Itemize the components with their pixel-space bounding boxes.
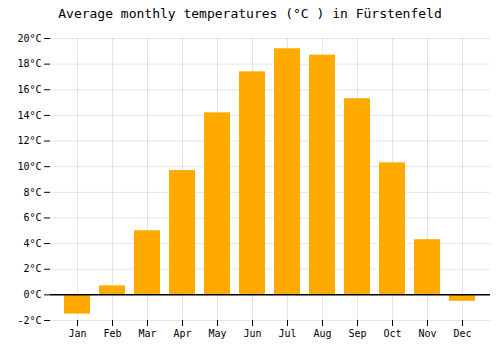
svg-text:10°C: 10°C xyxy=(17,161,41,172)
svg-text:Aug: Aug xyxy=(313,328,331,339)
svg-text:18°C: 18°C xyxy=(17,58,41,69)
svg-text:14°C: 14°C xyxy=(17,110,41,121)
svg-text:Nov: Nov xyxy=(418,328,436,339)
html-text:Average monthly temperatures (: Average monthly temperatures (°C ) in Fü… xyxy=(58,6,442,21)
svg-text:-2°C: -2°C xyxy=(17,315,41,326)
svg-text:Jun: Jun xyxy=(243,328,261,339)
svg-text:Apr: Apr xyxy=(173,328,191,339)
svg-text:Feb: Feb xyxy=(103,328,121,339)
svg-text:16°C: 16°C xyxy=(17,84,41,95)
svg-text:May: May xyxy=(208,328,226,339)
svg-text:20°C: 20°C xyxy=(17,33,41,44)
svg-text:0°C: 0°C xyxy=(23,289,41,300)
svg-text:Sep: Sep xyxy=(348,328,366,339)
svg-text:Dec: Dec xyxy=(453,328,471,339)
svg-text:12°C: 12°C xyxy=(17,135,41,146)
svg-text:2°C: 2°C xyxy=(23,263,41,274)
svg-text:Jul: Jul xyxy=(278,328,296,339)
svg-text:4°C: 4°C xyxy=(23,238,41,249)
svg-text:8°C: 8°C xyxy=(23,187,41,198)
svg-text:Jan: Jan xyxy=(68,328,86,339)
svg-text:6°C: 6°C xyxy=(23,212,41,223)
svg-text:Mar: Mar xyxy=(138,328,156,339)
svg-text:Oct: Oct xyxy=(383,328,401,339)
